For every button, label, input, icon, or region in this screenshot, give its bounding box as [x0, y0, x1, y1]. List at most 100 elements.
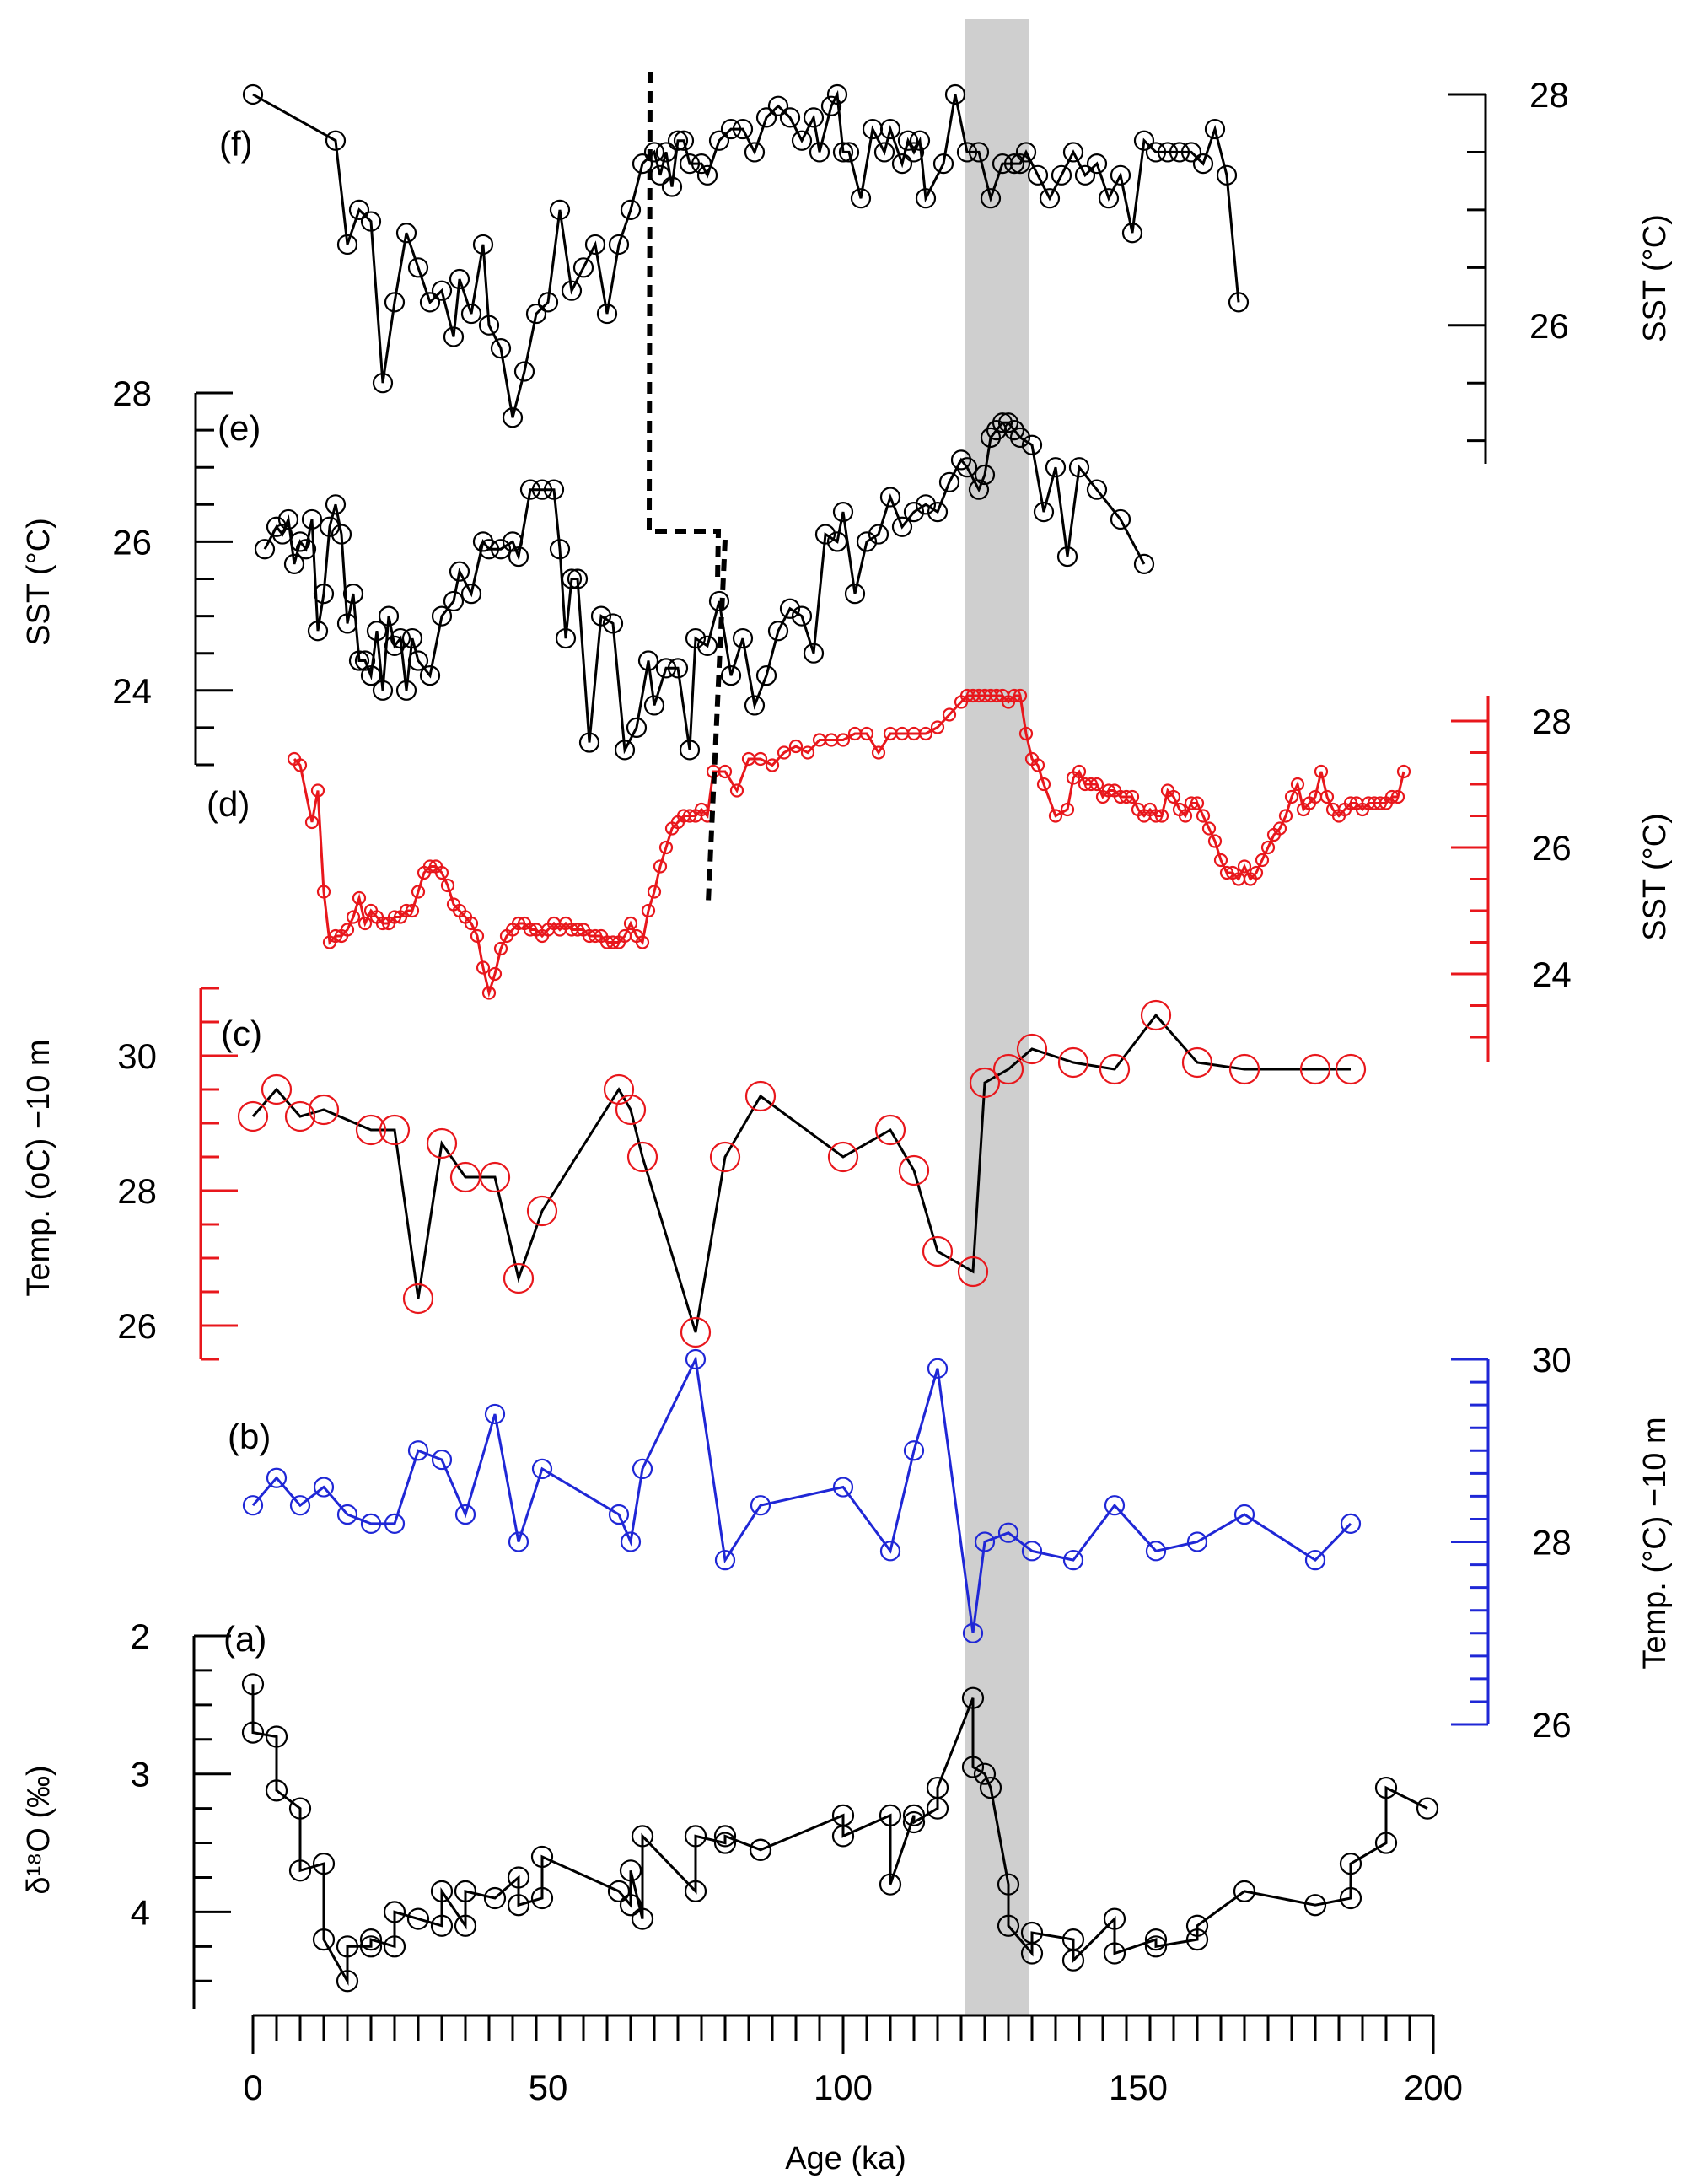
data-point-d: [942, 707, 957, 722]
data-point-a: [997, 1914, 1020, 1937]
data-point-e: [997, 412, 1019, 433]
data-point-d: [623, 916, 638, 931]
data-point-f: [661, 176, 683, 197]
data-point-b: [336, 1504, 358, 1525]
data-point-d: [1396, 764, 1411, 779]
data-point-e: [826, 531, 848, 552]
series-line-a: [251, 1684, 1428, 1986]
data-point-d: [422, 859, 438, 874]
data-point-a: [265, 1779, 288, 1802]
data-point-a: [926, 1776, 949, 1799]
data-point-a: [684, 1880, 707, 1902]
data-point-e: [431, 605, 453, 627]
data-point-a: [979, 1776, 1002, 1799]
data-point-e: [992, 412, 1013, 433]
data-point-f: [968, 142, 990, 163]
y-tick-label-c: 28: [117, 1171, 157, 1211]
data-point-e: [1045, 457, 1067, 478]
data-point-d: [375, 916, 390, 931]
data-point-f: [431, 280, 453, 301]
y-tick-label-c: 30: [117, 1036, 157, 1076]
data-point-d: [440, 878, 455, 893]
data-point-a: [241, 1721, 265, 1744]
data-point-d: [570, 923, 585, 937]
data-point-d: [346, 910, 361, 924]
data-point-e: [956, 457, 978, 478]
data-point-d: [1125, 789, 1140, 804]
data-point-c: [992, 1053, 1024, 1085]
data-point-c: [680, 1316, 712, 1348]
data-point-f: [744, 142, 766, 163]
y-tick-label-e: 28: [112, 374, 152, 413]
data-point-b: [454, 1504, 476, 1525]
data-point-b: [1062, 1550, 1084, 1571]
data-point-e: [543, 479, 565, 500]
data-point-e: [354, 650, 376, 671]
data-point-b: [750, 1495, 771, 1516]
data-point-d: [1101, 783, 1116, 798]
data-point-a: [265, 1725, 288, 1748]
data-point-a: [961, 1756, 985, 1778]
data-point-e: [266, 516, 288, 537]
data-point-d: [1343, 796, 1358, 810]
data-point-a: [454, 1914, 477, 1937]
data-point-e: [390, 627, 411, 649]
data-point-a: [879, 1804, 902, 1826]
data-point-f: [537, 292, 559, 313]
x-tick-label: 100: [814, 2068, 873, 2107]
data-point-e: [254, 539, 276, 560]
data-point-e: [1110, 508, 1131, 530]
data-point-f: [1121, 223, 1143, 244]
data-point-f: [1192, 153, 1214, 175]
data-point-e: [927, 502, 949, 523]
data-point-a: [1061, 1949, 1085, 1972]
data-point-e: [891, 516, 913, 537]
data-point-d: [1007, 688, 1022, 703]
dashed-correlation-line-upper: [646, 71, 722, 583]
data-point-d: [588, 928, 603, 944]
data-point-d: [352, 890, 367, 906]
data-point-a: [619, 1894, 642, 1917]
data-point-f: [572, 257, 594, 278]
data-point-a: [1416, 1797, 1439, 1820]
data-point-c: [1140, 999, 1172, 1031]
data-point-a: [454, 1880, 477, 1902]
data-point-d: [1060, 802, 1075, 817]
data-point-f: [932, 153, 954, 175]
data-point-d: [718, 764, 733, 779]
data-point-d: [411, 885, 426, 899]
data-point-f: [897, 130, 919, 151]
panel-label-c: (c): [221, 1014, 262, 1053]
data-point-f: [1027, 164, 1049, 186]
data-point-e: [502, 531, 524, 552]
data-point-e: [720, 665, 742, 686]
data-point-e: [1133, 553, 1155, 574]
data-point-e: [974, 464, 996, 486]
data-point-f: [891, 153, 913, 175]
data-point-b: [407, 1440, 429, 1461]
y-tick-label-d: 24: [1532, 955, 1572, 994]
data-point-f: [1216, 164, 1238, 186]
data-point-b: [484, 1403, 506, 1425]
data-point-a: [406, 1907, 430, 1930]
data-point-d: [1201, 821, 1217, 836]
panel-a: 2 3 4 δ¹⁸O (‰) (a): [21, 1616, 1439, 2009]
panel-label-d: (d): [207, 784, 250, 824]
data-point-e: [1021, 434, 1043, 455]
data-point-f: [879, 118, 901, 140]
data-point-d: [1018, 726, 1034, 741]
data-point-d: [1249, 865, 1264, 880]
data-point-f: [513, 361, 535, 382]
data-point-d: [777, 745, 792, 760]
data-point-e: [271, 524, 293, 545]
data-point-e: [767, 621, 789, 642]
x-tick-label: 0: [243, 2068, 262, 2107]
x-tick-label: 150: [1109, 2068, 1168, 2107]
data-point-a: [1233, 1880, 1256, 1902]
data-point-d: [1255, 853, 1270, 868]
data-point-f: [755, 107, 777, 128]
data-point-c: [603, 1073, 635, 1105]
data-point-e: [915, 494, 937, 515]
data-point-c: [503, 1262, 535, 1294]
